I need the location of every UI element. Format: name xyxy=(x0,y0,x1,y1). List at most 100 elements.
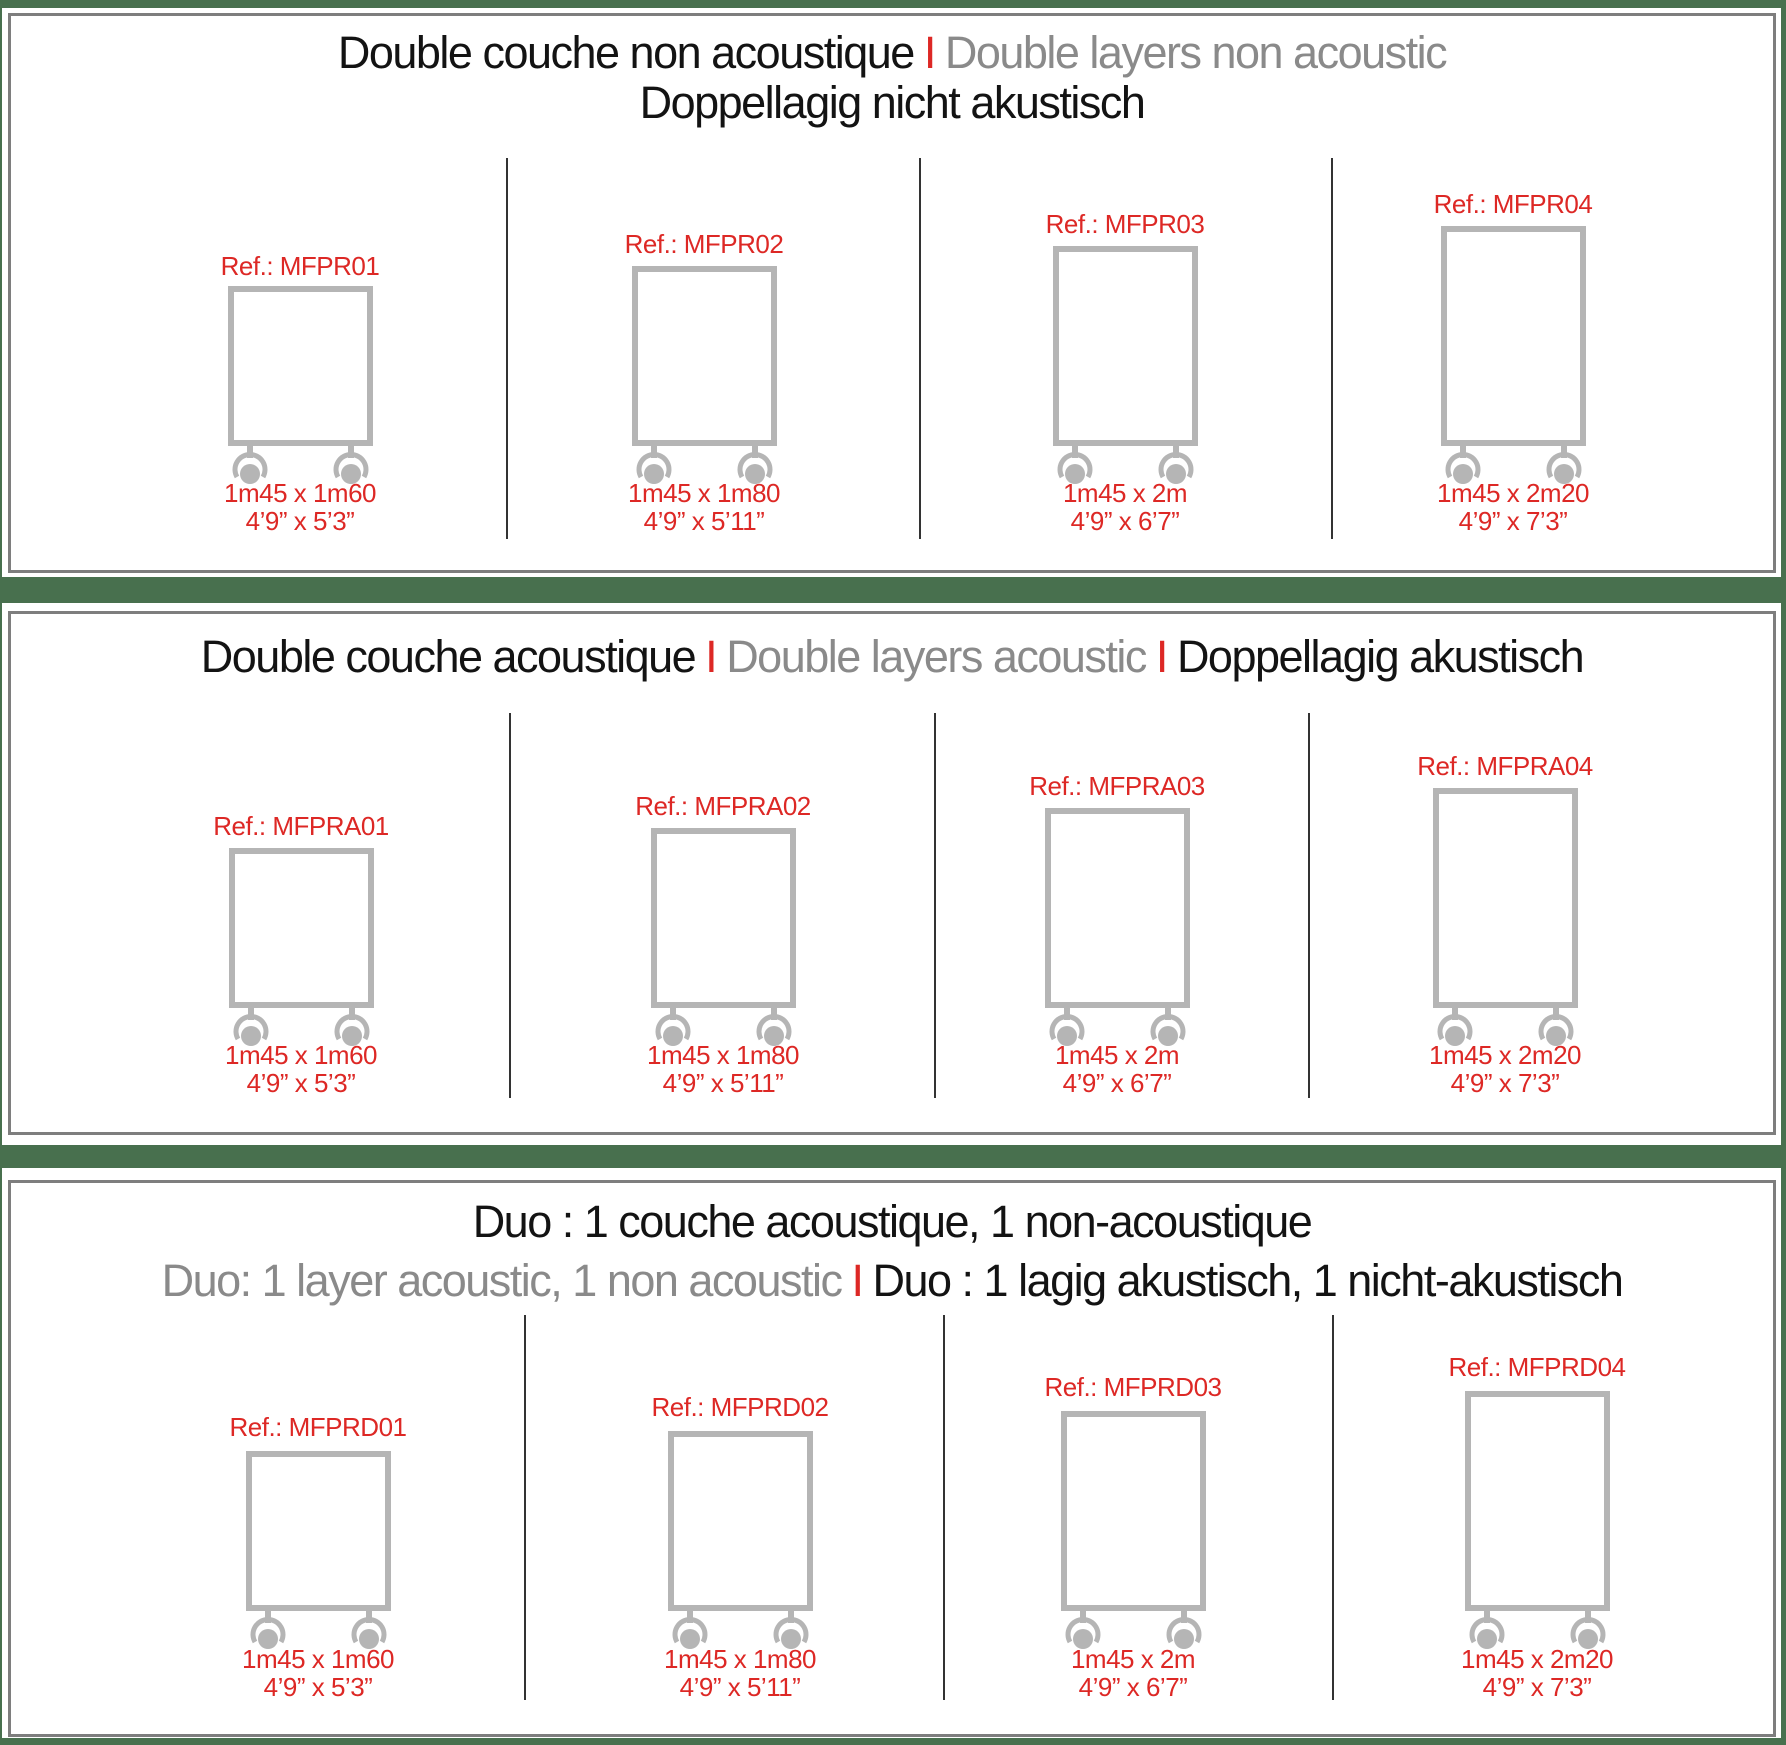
product-dim-metric: 1m45 x 2m xyxy=(1070,1644,1196,1674)
product-dim-metric: 1m45 x 1m80 xyxy=(646,1040,800,1070)
product-ref: Ref.: MFPRA04 xyxy=(1417,751,1593,781)
product-dim-imperial: 4’9” x 7’3” xyxy=(1450,1068,1560,1098)
section-double-layers-acoustic: Double couche acoustique I Double layers a… xyxy=(8,611,1776,1135)
product-ref: Ref.: MFPRA01 xyxy=(213,811,389,841)
product-ref: Ref.: MFPRA03 xyxy=(1029,771,1205,801)
panel-diagram xyxy=(1432,788,1578,1008)
product-dim-imperial: 4’9” x 6’7” xyxy=(1062,1068,1172,1098)
section3-title-line1: Duo : 1 couche acoustique, 1 non-acousti… xyxy=(11,1197,1773,1247)
column-divider xyxy=(1331,158,1333,539)
product-dim-imperial: 4’9” x 7’3” xyxy=(1482,1672,1592,1702)
caster-wheel-icon xyxy=(232,446,267,484)
section3-title-fr: Duo : 1 couche acoustique, 1 non-acousti… xyxy=(472,1196,1313,1247)
product-dim-metric: 1m45 x 2m xyxy=(1062,478,1188,508)
title-separator-icon: I xyxy=(705,631,718,682)
caster-wheel-icon xyxy=(773,1611,808,1649)
product-dim-metric: 1m45 x 1m80 xyxy=(663,1644,817,1674)
product-ref: Ref.: MFPR03 xyxy=(1045,209,1205,239)
caster-wheel-icon xyxy=(1158,446,1193,484)
caster-wheel-icon xyxy=(334,1008,369,1046)
product-dim-imperial: 4’9” x 5’3” xyxy=(263,1672,373,1702)
section1-title-en: Double layers non acoustic xyxy=(944,27,1448,78)
product-ref: Ref.: MFPRD02 xyxy=(651,1392,830,1422)
section1-title-fr: Double couche non acoustique xyxy=(337,27,915,78)
panel-diagram xyxy=(667,1431,813,1611)
green-strip-right xyxy=(1781,0,1786,1745)
caster-wheel-icon xyxy=(672,1611,707,1649)
product-ref: Ref.: MFPR04 xyxy=(1433,189,1593,219)
caster-wheel-icon xyxy=(655,1008,690,1046)
caster-wheel-icon xyxy=(1437,1008,1472,1046)
green-strip-left xyxy=(0,0,2,1745)
product-dim-metric: 1m45 x 2m20 xyxy=(1436,478,1590,508)
caster-wheel-icon xyxy=(1057,446,1092,484)
panel-diagram xyxy=(228,848,374,1008)
section1-title-de: Doppellagig nicht akustisch xyxy=(639,77,1146,128)
green-bar-top xyxy=(0,0,1786,8)
title-separator-icon: I xyxy=(1155,631,1169,682)
column-divider xyxy=(1308,713,1310,1098)
column-divider xyxy=(524,1315,526,1700)
section-double-layers-non-acoustic: Double couche non acoustique I Double laye… xyxy=(8,13,1776,573)
panel-diagram xyxy=(245,1451,391,1611)
caster-wheel-icon xyxy=(737,446,772,484)
product-dim-imperial: 4’9” x 5’3” xyxy=(245,506,355,536)
product-dim-imperial: 4’9” x 5’11” xyxy=(643,506,765,536)
caster-wheel-icon xyxy=(1065,1611,1100,1649)
caster-wheel-icon xyxy=(1150,1008,1185,1046)
product-dim-imperial: 4’9” x 6’7” xyxy=(1078,1672,1188,1702)
section2-title: Double couche acoustique I Double layers a… xyxy=(11,632,1773,682)
product-dim-imperial: 4’9” x 5’11” xyxy=(662,1068,784,1098)
product-dim-imperial: 4’9” x 6’7” xyxy=(1070,506,1180,536)
caster-wheel-icon xyxy=(333,446,368,484)
product-ref: Ref.: MFPR02 xyxy=(624,229,784,259)
caster-wheel-icon xyxy=(636,446,671,484)
product-dim-metric: 1m45 x 2m20 xyxy=(1428,1040,1582,1070)
panel-diagram xyxy=(227,286,373,446)
column-divider xyxy=(506,158,508,539)
caster-wheel-icon xyxy=(1166,1611,1201,1649)
column-divider xyxy=(1332,1315,1334,1700)
panel-diagram xyxy=(1060,1411,1206,1611)
column-divider xyxy=(919,158,921,539)
section1-title-line2: Doppellagig nicht akustisch xyxy=(11,78,1773,128)
section2-title-en: Double layers acoustic xyxy=(726,631,1147,682)
caster-wheel-icon xyxy=(1570,1611,1605,1649)
product-dim-metric: 1m45 x 2m20 xyxy=(1460,1644,1614,1674)
section3-title-line2: Duo: 1 layer acoustic, 1 non acoustic I Du… xyxy=(11,1256,1773,1306)
caster-wheel-icon xyxy=(233,1008,268,1046)
panel-diagram xyxy=(1464,1391,1610,1611)
panel-diagram xyxy=(1052,246,1198,446)
product-ref: Ref.: MFPRD01 xyxy=(229,1412,408,1442)
panel-diagram xyxy=(1440,226,1586,446)
caster-wheel-icon xyxy=(250,1611,285,1649)
green-bar-divider-2 xyxy=(0,1145,1786,1168)
title-separator-icon: I xyxy=(851,1255,864,1306)
section1-title-line1: Double couche non acoustique I Double laye… xyxy=(11,28,1773,78)
caster-wheel-icon xyxy=(1469,1611,1504,1649)
green-bar-bottom xyxy=(0,1738,1786,1745)
caster-wheel-icon xyxy=(756,1008,791,1046)
column-divider xyxy=(509,713,511,1098)
product-dim-metric: 1m45 x 1m60 xyxy=(223,478,377,508)
section2-title-de: Doppellagig akustisch xyxy=(1176,631,1585,682)
panel-diagram xyxy=(650,828,796,1008)
product-dim-metric: 1m45 x 2m xyxy=(1054,1040,1180,1070)
product-ref: Ref.: MFPRD04 xyxy=(1448,1352,1627,1382)
product-dim-metric: 1m45 x 1m80 xyxy=(627,478,781,508)
product-ref: Ref.: MFPR01 xyxy=(220,251,380,281)
caster-wheel-icon xyxy=(1546,446,1581,484)
green-bar-divider-1 xyxy=(0,577,1786,603)
product-ref: Ref.: MFPRA02 xyxy=(635,791,811,821)
product-dim-imperial: 4’9” x 7’3” xyxy=(1458,506,1568,536)
section2-title-fr: Double couche acoustique xyxy=(200,631,697,682)
caster-wheel-icon xyxy=(1538,1008,1573,1046)
caster-wheel-icon xyxy=(1445,446,1480,484)
product-dim-imperial: 4’9” x 5’11” xyxy=(679,1672,801,1702)
column-divider xyxy=(943,1315,945,1700)
product-dim-imperial: 4’9” x 5’3” xyxy=(246,1068,356,1098)
title-separator-icon: I xyxy=(923,27,937,78)
caster-wheel-icon xyxy=(1049,1008,1084,1046)
panel-diagram xyxy=(1044,808,1190,1008)
